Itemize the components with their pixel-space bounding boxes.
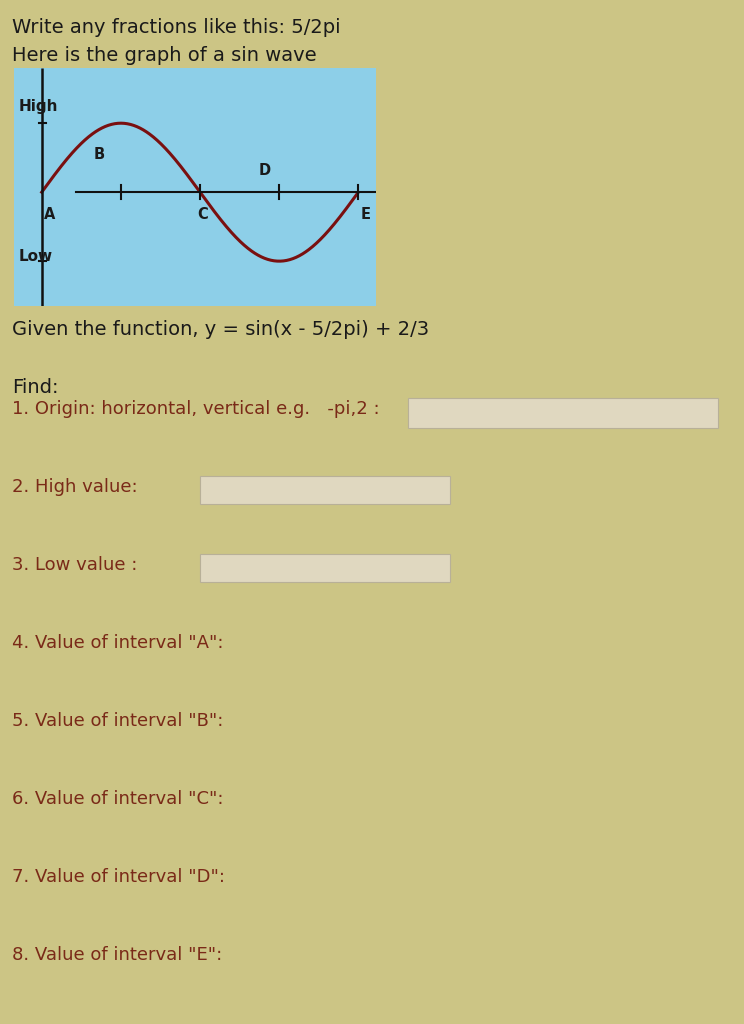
Bar <box>200 554 450 582</box>
Text: Here is the graph of a sin wave: Here is the graph of a sin wave <box>12 46 317 65</box>
Text: 1. Origin: horizontal, vertical e.g.   -pi,2 :: 1. Origin: horizontal, vertical e.g. -pi… <box>12 400 379 418</box>
Text: Low: Low <box>19 249 53 264</box>
Text: 7. Value of interval "D":: 7. Value of interval "D": <box>12 868 225 886</box>
Text: B: B <box>93 146 104 162</box>
Text: Given the function, y = sin(x - 5/2pi) + 2/3: Given the function, y = sin(x - 5/2pi) +… <box>12 319 429 339</box>
Text: High: High <box>19 99 59 114</box>
Text: 6. Value of interval "C":: 6. Value of interval "C": <box>12 790 223 808</box>
Text: 2. High value:: 2. High value: <box>12 478 138 496</box>
Text: D: D <box>259 164 271 178</box>
Text: 4. Value of interval "A":: 4. Value of interval "A": <box>12 634 223 652</box>
Text: 8. Value of interval "E":: 8. Value of interval "E": <box>12 946 222 964</box>
Text: C: C <box>197 207 208 222</box>
Text: E: E <box>361 207 371 222</box>
Text: 3. Low value :: 3. Low value : <box>12 556 138 574</box>
Text: Find:: Find: <box>12 378 59 397</box>
Text: A: A <box>44 207 56 222</box>
Text: Write any fractions like this: 5/2pi: Write any fractions like this: 5/2pi <box>12 18 341 37</box>
Text: 5. Value of interval "B":: 5. Value of interval "B": <box>12 712 223 730</box>
Bar <box>200 476 450 504</box>
Bar <box>408 398 718 428</box>
